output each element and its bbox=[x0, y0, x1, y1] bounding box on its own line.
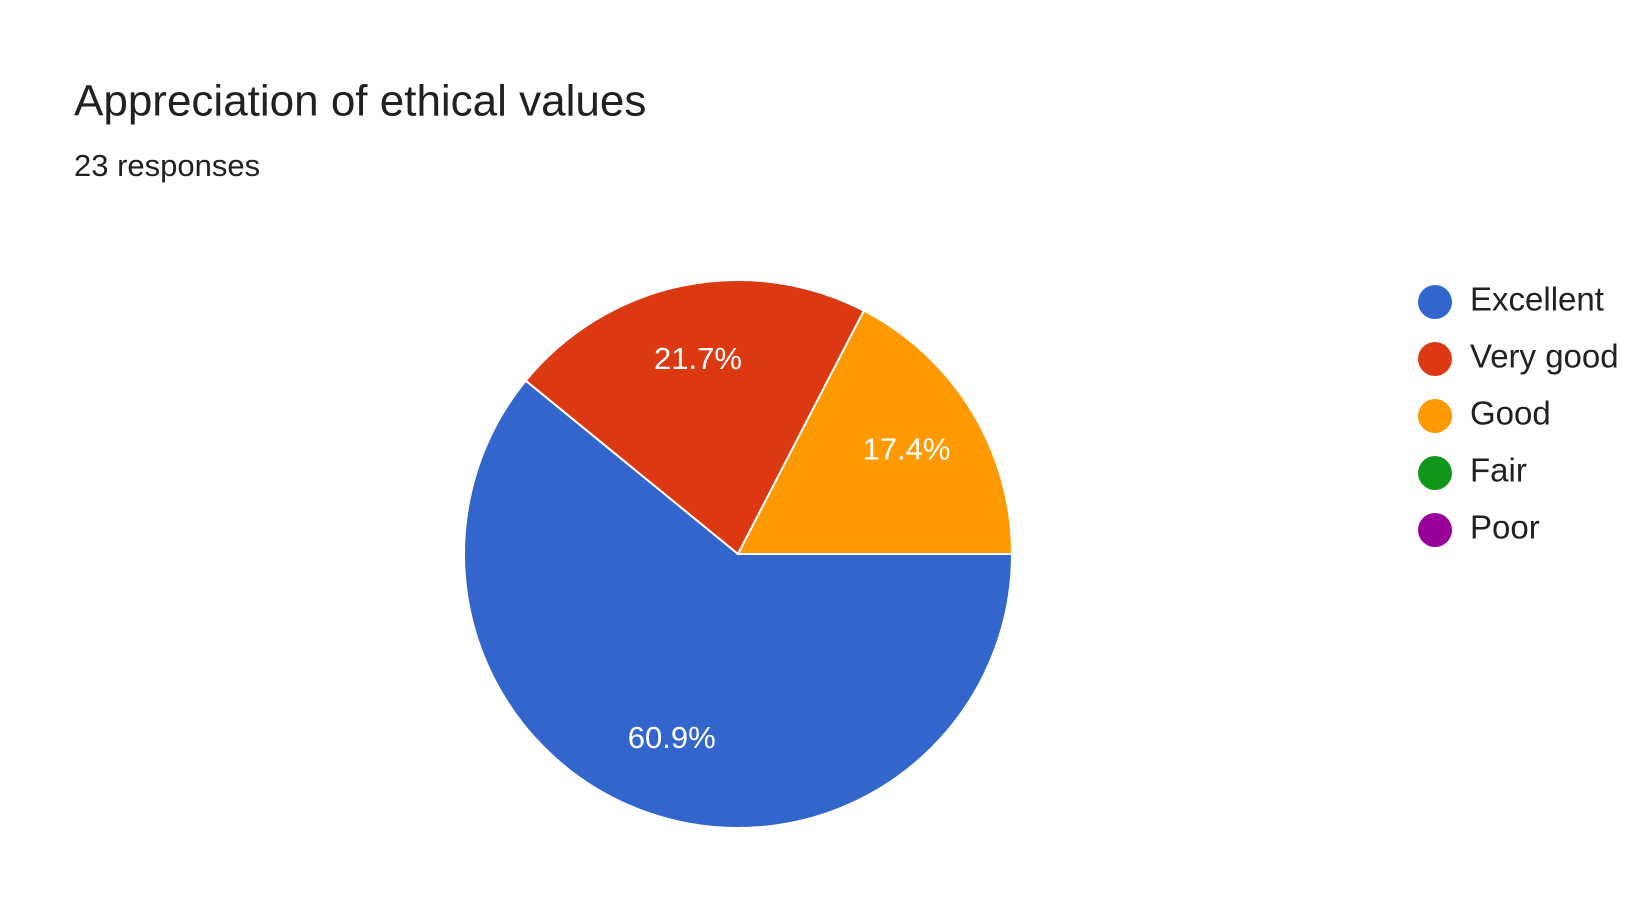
chart-title: Appreciation of ethical values bbox=[74, 77, 646, 126]
value-label: 21.7% bbox=[654, 341, 742, 376]
pie-slice bbox=[736, 309, 1014, 555]
legend-swatch bbox=[1418, 285, 1452, 319]
chart-subtitle: 23 responses bbox=[74, 148, 260, 183]
pie-slice bbox=[524, 279, 866, 556]
legend-label: Poor bbox=[1470, 509, 1540, 546]
legend-label: Fair bbox=[1470, 452, 1527, 489]
legend-swatch bbox=[1418, 342, 1452, 376]
pie-slice bbox=[463, 379, 1014, 829]
value-label: 17.4% bbox=[863, 432, 951, 467]
legend-label: Very good bbox=[1470, 338, 1619, 375]
legend-swatch bbox=[1418, 399, 1452, 433]
value-label: 60.9% bbox=[628, 720, 716, 755]
legend-swatch bbox=[1418, 456, 1452, 490]
legend-swatch bbox=[1418, 513, 1452, 547]
legend-label: Excellent bbox=[1470, 281, 1604, 318]
legend-label: Good bbox=[1470, 395, 1551, 432]
